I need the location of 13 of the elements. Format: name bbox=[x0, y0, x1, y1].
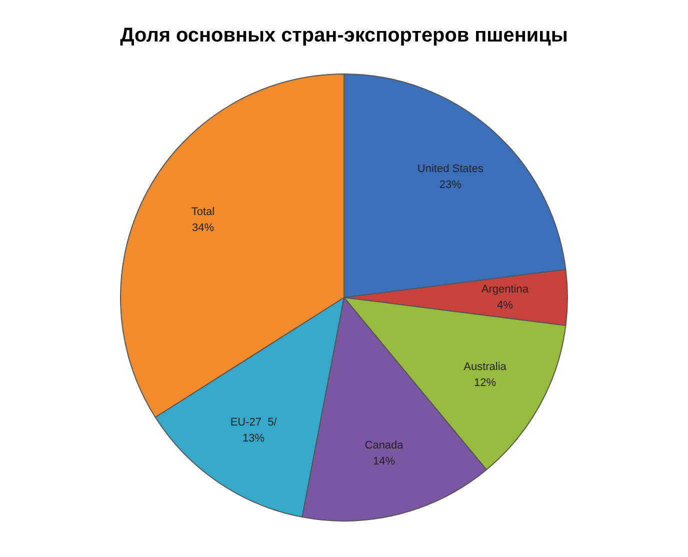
data-label: 34% bbox=[192, 222, 214, 234]
data-label: 13% bbox=[242, 432, 265, 445]
slice-label: Canada bbox=[364, 439, 404, 452]
slice-label: Total bbox=[191, 206, 215, 218]
slice-label: Australia bbox=[464, 361, 508, 374]
data-label: 14% bbox=[373, 455, 396, 468]
slice-label: Argentina bbox=[481, 284, 530, 296]
data-label: 23% bbox=[439, 178, 462, 191]
data-label: 12% bbox=[474, 377, 496, 390]
slice-label: EU-27 5/ bbox=[230, 416, 278, 429]
data-label: 4% bbox=[496, 300, 514, 312]
chart-title: Доля основных стран-экспортеров пшеницы bbox=[120, 24, 568, 47]
slice-label: United States bbox=[417, 162, 484, 175]
